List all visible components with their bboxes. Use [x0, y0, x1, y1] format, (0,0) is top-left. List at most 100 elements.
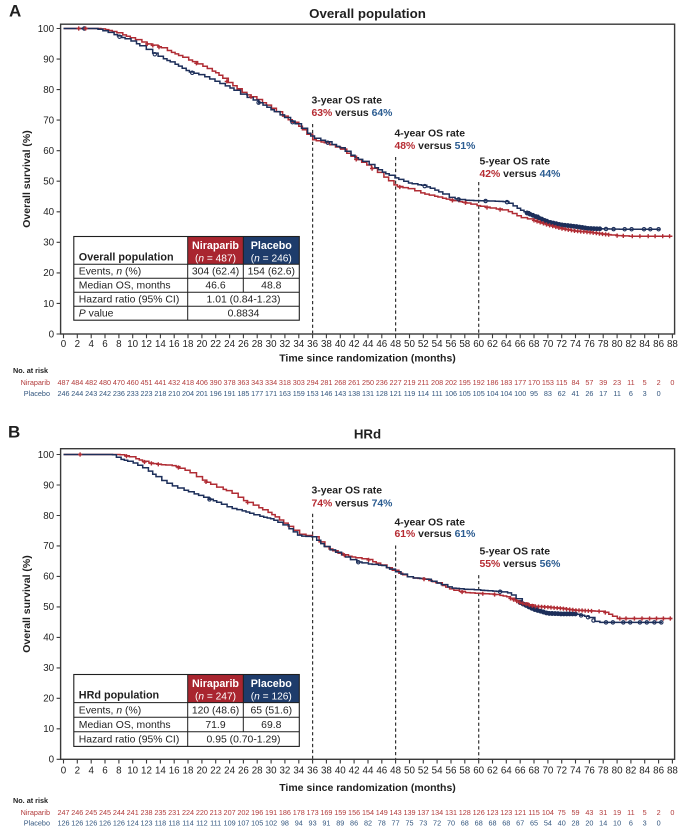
svg-text:4-year OS rate: 4-year OS rate	[395, 517, 466, 528]
svg-text:233: 233	[127, 389, 139, 398]
svg-text:208: 208	[431, 378, 443, 387]
svg-text:14: 14	[155, 766, 166, 777]
svg-text:171: 171	[265, 389, 277, 398]
svg-text:3: 3	[643, 819, 647, 826]
svg-text:10: 10	[43, 724, 54, 735]
svg-text:66: 66	[515, 339, 526, 350]
svg-text:120 (48.6): 120 (48.6)	[192, 705, 239, 716]
svg-text:42: 42	[349, 766, 360, 777]
svg-text:4: 4	[88, 766, 94, 777]
svg-text:363: 363	[237, 378, 249, 387]
svg-text:10: 10	[127, 766, 138, 777]
svg-text:Hazard ratio (95% CI): Hazard ratio (95% CI)	[79, 294, 179, 305]
svg-text:105: 105	[473, 389, 485, 398]
svg-text:0: 0	[670, 808, 674, 817]
svg-text:100: 100	[38, 450, 55, 461]
svg-text:5-year OS rate: 5-year OS rate	[480, 157, 551, 168]
svg-text:204: 204	[182, 389, 194, 398]
svg-text:31: 31	[599, 808, 607, 817]
svg-text:173: 173	[307, 808, 319, 817]
svg-text:84: 84	[639, 766, 650, 777]
svg-text:48: 48	[390, 339, 401, 350]
svg-text:201: 201	[196, 389, 208, 398]
svg-text:137: 137	[417, 808, 429, 817]
svg-text:60: 60	[43, 146, 54, 157]
svg-text:220: 220	[196, 808, 208, 817]
svg-text:156: 156	[348, 808, 360, 817]
svg-text:26: 26	[238, 339, 249, 350]
svg-text:68: 68	[529, 766, 540, 777]
svg-text:0: 0	[61, 766, 67, 777]
svg-text:48.8: 48.8	[261, 281, 281, 292]
svg-text:17: 17	[599, 389, 607, 398]
svg-text:149: 149	[376, 808, 388, 817]
svg-text:Niraparib: Niraparib	[21, 378, 50, 387]
svg-text:52: 52	[418, 339, 429, 350]
svg-text:32: 32	[279, 339, 290, 350]
svg-text:75: 75	[405, 819, 413, 826]
svg-text:HRd population: HRd population	[79, 690, 159, 702]
svg-text:95: 95	[530, 389, 538, 398]
svg-text:30: 30	[43, 663, 54, 674]
svg-text:304 (62.4): 304 (62.4)	[192, 267, 239, 278]
svg-text:202: 202	[237, 808, 249, 817]
svg-text:318: 318	[279, 378, 291, 387]
svg-text:23: 23	[613, 378, 621, 387]
svg-text:207: 207	[224, 808, 236, 817]
svg-text:3: 3	[643, 389, 647, 398]
svg-text:93: 93	[309, 819, 317, 826]
svg-text:No. at risk: No. at risk	[13, 796, 49, 805]
svg-text:119: 119	[404, 389, 416, 398]
svg-text:213: 213	[210, 808, 222, 817]
svg-text:243: 243	[85, 389, 97, 398]
svg-text:64: 64	[501, 766, 512, 777]
svg-text:123: 123	[140, 819, 152, 826]
svg-text:Placebo: Placebo	[251, 240, 292, 252]
svg-text:71.9: 71.9	[205, 720, 225, 731]
svg-text:224: 224	[182, 808, 194, 817]
svg-text:(n = 126): (n = 126)	[251, 692, 292, 703]
svg-text:303: 303	[293, 378, 305, 387]
svg-text:441: 441	[154, 378, 166, 387]
svg-text:128: 128	[459, 808, 471, 817]
svg-text:67: 67	[516, 819, 524, 826]
svg-text:2: 2	[75, 339, 80, 350]
svg-text:106: 106	[445, 389, 457, 398]
svg-text:482: 482	[85, 378, 97, 387]
svg-text:54: 54	[432, 339, 443, 350]
svg-text:Hazard ratio (95% CI): Hazard ratio (95% CI)	[79, 735, 179, 746]
svg-text:70: 70	[542, 339, 553, 350]
svg-text:134: 134	[431, 808, 443, 817]
svg-text:(n = 247): (n = 247)	[195, 692, 236, 703]
svg-text:1.01 (0.84-1.23): 1.01 (0.84-1.23)	[207, 294, 281, 305]
svg-text:244: 244	[71, 389, 83, 398]
svg-text:46.6: 46.6	[205, 281, 225, 292]
svg-text:40: 40	[335, 766, 346, 777]
svg-text:114: 114	[418, 389, 430, 398]
svg-text:159: 159	[293, 389, 305, 398]
svg-text:18: 18	[183, 339, 194, 350]
svg-text:94: 94	[295, 819, 303, 826]
svg-text:66: 66	[515, 766, 526, 777]
svg-text:2: 2	[657, 808, 661, 817]
svg-text:169: 169	[320, 808, 332, 817]
svg-text:100: 100	[38, 24, 55, 35]
svg-text:6: 6	[102, 766, 108, 777]
svg-text:227: 227	[390, 378, 402, 387]
svg-text:480: 480	[99, 378, 111, 387]
svg-text:186: 186	[279, 808, 291, 817]
svg-text:50: 50	[43, 602, 54, 613]
svg-text:3-year OS rate: 3-year OS rate	[312, 486, 383, 497]
svg-text:30: 30	[266, 339, 277, 350]
svg-text:143: 143	[390, 808, 402, 817]
svg-text:50: 50	[43, 177, 54, 188]
svg-text:90: 90	[43, 480, 54, 491]
svg-text:59: 59	[571, 808, 579, 817]
svg-text:70: 70	[43, 541, 54, 552]
svg-text:245: 245	[85, 808, 97, 817]
svg-text:98: 98	[281, 819, 289, 826]
svg-text:105: 105	[251, 819, 263, 826]
svg-text:378: 378	[224, 378, 236, 387]
svg-text:115: 115	[556, 378, 568, 387]
svg-text:10: 10	[613, 819, 621, 826]
